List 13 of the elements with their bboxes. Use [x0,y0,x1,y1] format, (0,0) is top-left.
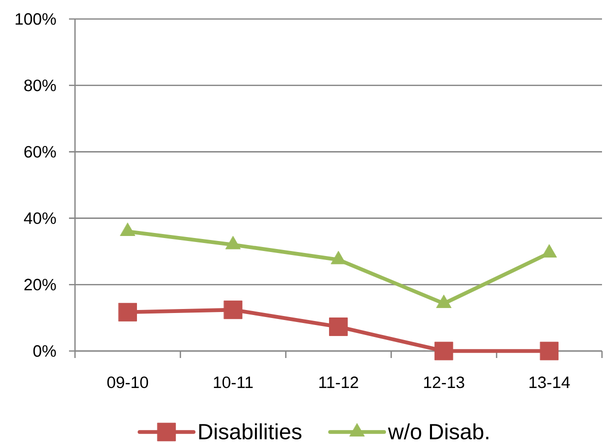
legend-label: Disabilities [199,423,302,440]
x-tick-label: 09-10 [107,376,148,388]
y-tick-label: 100% [16,13,56,25]
legend-label: w/o Disab. [388,423,488,440]
x-tick-label: 12-13 [424,376,464,388]
x-tick-label: 13-14 [530,376,570,388]
y-tick-label: 60% [24,146,56,158]
x-tick-label: 11-12 [319,376,358,388]
y-tick-label: 20% [24,278,56,290]
x-tick-label: 10-11 [214,376,253,388]
y-tick-label: 0% [33,345,56,357]
y-tick-label: 40% [24,212,56,224]
y-tick-label: 80% [24,80,56,92]
